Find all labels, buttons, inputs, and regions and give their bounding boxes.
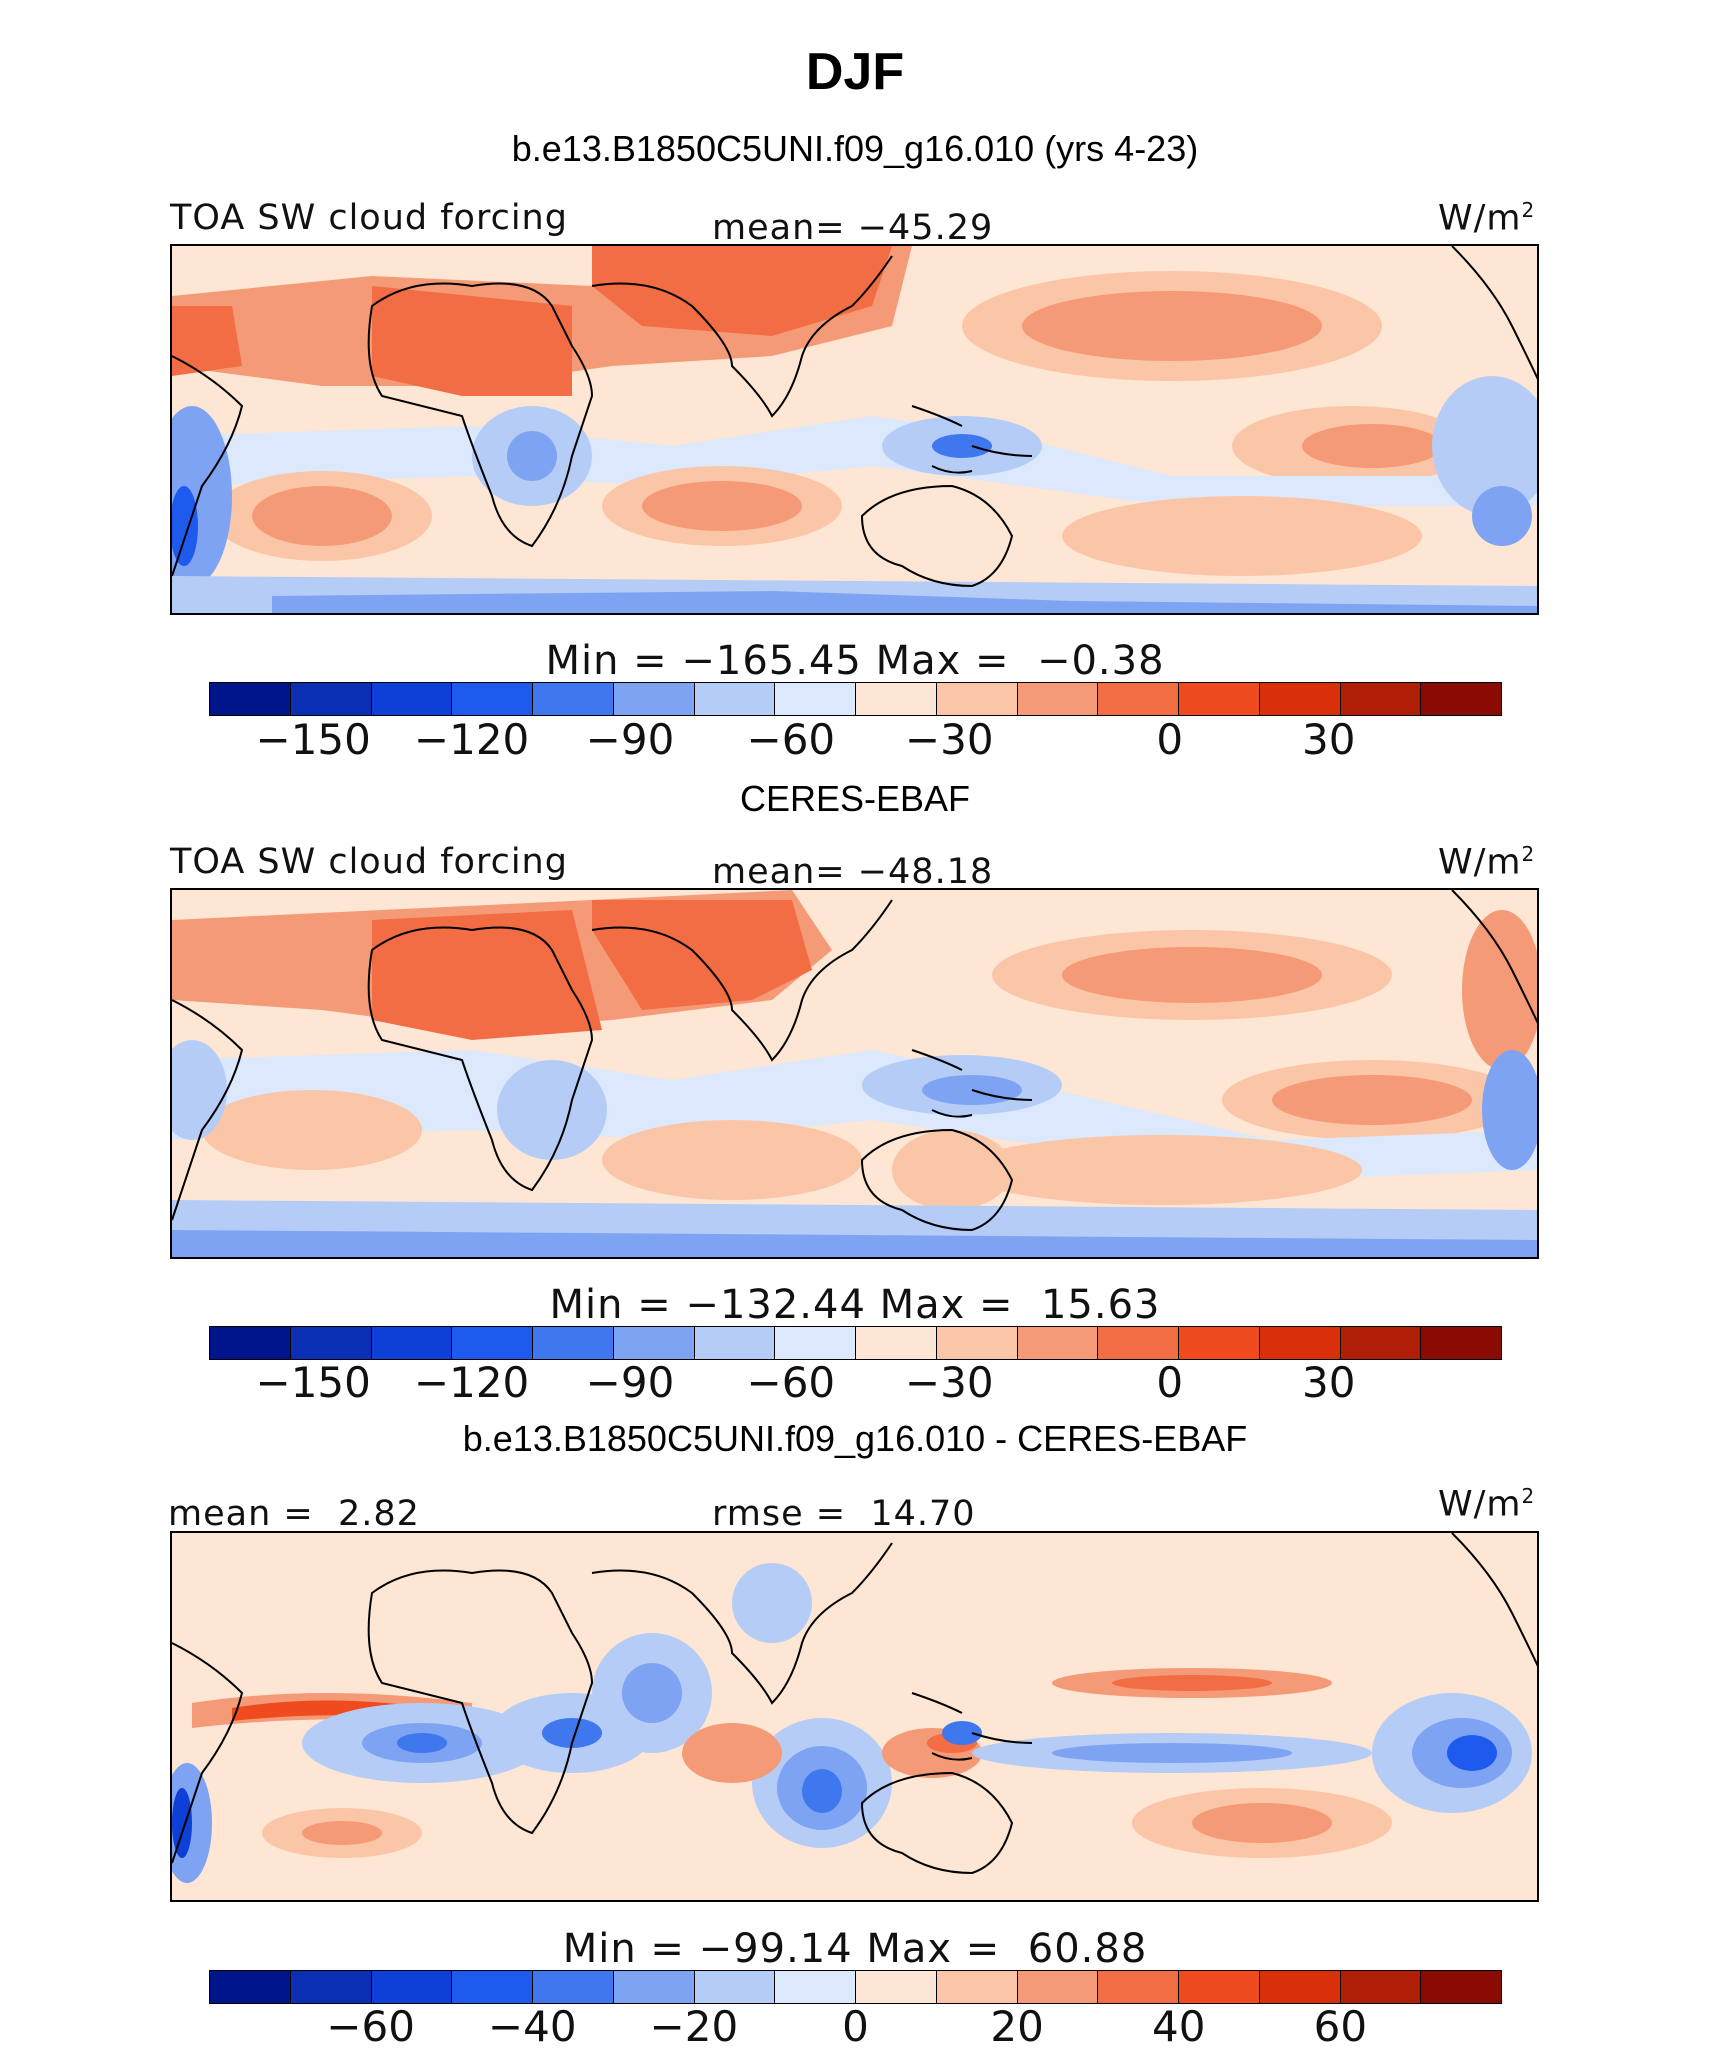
colorbar-swatch (1098, 683, 1179, 715)
colorbar-swatch (775, 1327, 856, 1359)
panel2-minmax: Min = −132.44 Max = 15.63 (549, 1282, 1161, 1328)
panel1-field-label: TOA SW cloud forcing (170, 198, 568, 238)
colorbar-swatch (452, 1327, 533, 1359)
colorbar-swatch (210, 1327, 291, 1359)
panel2-tick: −60 (746, 1358, 836, 1407)
colorbar-swatch (371, 683, 453, 715)
panel3-minmax: Min = −99.14 Max = 60.88 (562, 1926, 1148, 1972)
panel2-tick: −30 (904, 1358, 994, 1407)
panel2-unit-label: W/m2 (1438, 842, 1536, 883)
colorbar-swatch (1340, 683, 1422, 715)
colorbar-swatch (210, 1971, 291, 2003)
colorbar-swatch (533, 683, 614, 715)
panel3-tick: −40 (487, 2002, 577, 2051)
colorbar-swatch (371, 1971, 453, 2003)
colorbar-swatch (936, 1327, 1018, 1359)
panel2-field-label: TOA SW cloud forcing (170, 842, 568, 882)
colorbar-swatch (1179, 1327, 1260, 1359)
colorbar-swatch (1098, 1327, 1179, 1359)
colorbar-swatch (1421, 1327, 1501, 1359)
panel3-tick: 40 (1152, 2002, 1206, 2051)
panel3-tick: 20 (990, 2002, 1044, 2051)
panel3-mean-label: mean = 2.82 (168, 1494, 420, 1534)
panel2-tick: −120 (413, 1358, 530, 1407)
colorbar-swatch (856, 1971, 937, 2003)
colorbar-swatch (452, 1971, 533, 2003)
colorbar-swatch (452, 683, 533, 715)
panel1-mean-label: mean= −45.29 (712, 208, 994, 248)
panel1-colorbar (209, 682, 1502, 716)
figure-title: DJF (805, 43, 905, 101)
colorbar-swatch (775, 683, 856, 715)
colorbar-swatch (936, 1971, 1018, 2003)
panel2-tick: −150 (255, 1358, 371, 1407)
colorbar-swatch (1179, 1971, 1260, 2003)
panel2-tick: 30 (1302, 1358, 1356, 1407)
colorbar-swatch (1017, 1971, 1099, 2003)
panel3-tick: 0 (842, 2002, 869, 2051)
colorbar-swatch (290, 1327, 372, 1359)
panel1-map (170, 244, 1539, 615)
colorbar-swatch (694, 1971, 776, 2003)
panel1-tick: −60 (746, 715, 836, 764)
colorbar-swatch (1340, 1971, 1422, 2003)
panel2-header: CERES-EBAF (739, 778, 971, 819)
colorbar-swatch (1017, 683, 1099, 715)
panel3-header: b.e13.B1850C5UNI.f09_g16.010 - CERES-EBA… (462, 1418, 1248, 1459)
panel2-colorbar (209, 1326, 1502, 1360)
colorbar-swatch (290, 683, 372, 715)
colorbar-swatch (613, 1971, 695, 2003)
colorbar-swatch (613, 1327, 695, 1359)
colorbar-swatch (1017, 1327, 1099, 1359)
colorbar-swatch (1421, 1971, 1501, 2003)
panel2-mean-label: mean= −48.18 (712, 852, 994, 892)
colorbar-swatch (694, 1327, 776, 1359)
panel1-tick: 0 (1156, 715, 1184, 764)
panel1-tick: −90 (585, 715, 675, 764)
panel1-header: b.e13.B1850C5UNI.f09_g16.010 (yrs 4-23) (511, 128, 1199, 169)
colorbar-swatch (1179, 683, 1260, 715)
panel3-unit-label: W/m2 (1438, 1484, 1536, 1525)
panel2-tick: 0 (1156, 1358, 1184, 1407)
panel3-tick: −20 (649, 2002, 739, 2051)
colorbar-swatch (371, 1327, 453, 1359)
colorbar-swatch (613, 683, 695, 715)
colorbar-swatch (290, 1971, 372, 2003)
colorbar-swatch (1421, 683, 1501, 715)
panel3-colorbar-ticks: −60 −40 −20 0 20 40 60 (209, 2002, 1502, 2052)
panel3-colorbar (209, 1970, 1502, 2004)
panel3-tick: 60 (1313, 2002, 1368, 2051)
panel1-tick: 30 (1302, 715, 1356, 764)
panel1-tick: −30 (904, 715, 994, 764)
colorbar-swatch (694, 683, 776, 715)
panel3-rmse-label: rmse = 14.70 (712, 1494, 976, 1534)
panel1-tick: −150 (255, 715, 371, 764)
panel3-map (170, 1531, 1539, 1902)
colorbar-swatch (1098, 1971, 1179, 2003)
colorbar-swatch (936, 683, 1018, 715)
panel2-colorbar-ticks: −150 −120 −90 −60 −30 0 30 (209, 1358, 1502, 1408)
panel1-tick: −120 (413, 715, 530, 764)
colorbar-swatch (775, 1971, 856, 2003)
panel2-map (170, 888, 1539, 1259)
colorbar-swatch (856, 1327, 937, 1359)
panel1-colorbar-ticks: −150 −120 −90 −60 −30 0 30 (209, 715, 1502, 765)
panel2-tick: −90 (585, 1358, 675, 1407)
panel1-minmax: Min = −165.45 Max = −0.38 (545, 638, 1165, 684)
colorbar-swatch (210, 683, 291, 715)
colorbar-swatch (1340, 1327, 1422, 1359)
colorbar-swatch (1259, 1327, 1341, 1359)
colorbar-swatch (533, 1971, 614, 2003)
colorbar-swatch (856, 683, 937, 715)
colorbar-swatch (1259, 683, 1341, 715)
panel3-tick: −60 (326, 2002, 415, 2051)
colorbar-swatch (533, 1327, 614, 1359)
colorbar-swatch (1259, 1971, 1341, 2003)
panel1-unit-label: W/m2 (1438, 198, 1536, 239)
